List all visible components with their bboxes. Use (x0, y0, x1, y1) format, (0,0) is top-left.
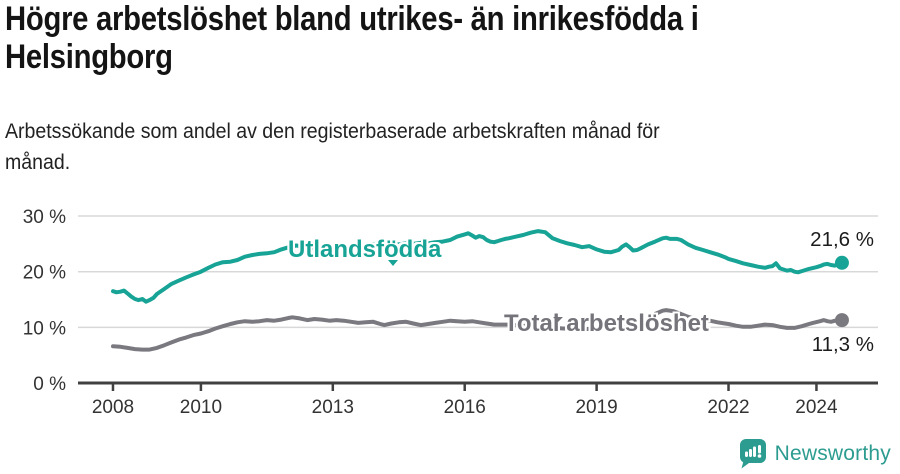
end-value-annotation-1: 11,3 % (812, 333, 874, 356)
series-label-utlandsfodda: Utlandsfödda (288, 236, 442, 263)
newsworthy-bubble-chart-icon (739, 439, 766, 469)
newsworthy-logo[interactable]: Newsworthy (739, 439, 891, 469)
label-caret-down-icon (553, 317, 563, 322)
x-tick-label: 2019 (575, 397, 617, 418)
chart-subtitle: Arbetssökande som andel av den registerb… (5, 116, 898, 178)
label-caret-down-icon (388, 260, 398, 266)
page-title: Högre arbetslöshet bland utrikes- än inr… (5, 0, 895, 76)
end-value-annotation-0: 21,6 % (810, 228, 874, 251)
x-tick-label: 2022 (707, 397, 749, 418)
subtitle-line-1: Arbetssökande som andel av den registerb… (5, 120, 660, 143)
series-line-0 (111, 229, 844, 304)
x-tick-label: 2024 (795, 397, 838, 418)
x-tick-label: 2010 (180, 397, 222, 418)
title-line-2: Helsingborg (5, 38, 173, 76)
subtitle-line-2: månad. (5, 151, 71, 174)
title-line-1: Högre arbetslöshet bland utrikes- än inr… (5, 0, 699, 38)
x-tick-label: 2013 (312, 397, 354, 418)
newsworthy-logo-text: Newsworthy (774, 442, 891, 465)
series-end-dot-0 (834, 255, 849, 270)
y-tick-label: 20 % (23, 263, 66, 284)
series-end-dot-1 (834, 313, 849, 328)
y-tick-label: 30 % (23, 207, 66, 228)
y-tick-label: 10 % (23, 318, 66, 339)
y-tick-label: 0 % (33, 374, 66, 395)
x-tick-label: 2008 (92, 397, 134, 418)
series-label-total-arbetsloshet: Total arbetslöshet (504, 310, 709, 337)
series-line-1 (111, 308, 844, 352)
x-tick-label: 2016 (444, 397, 486, 418)
